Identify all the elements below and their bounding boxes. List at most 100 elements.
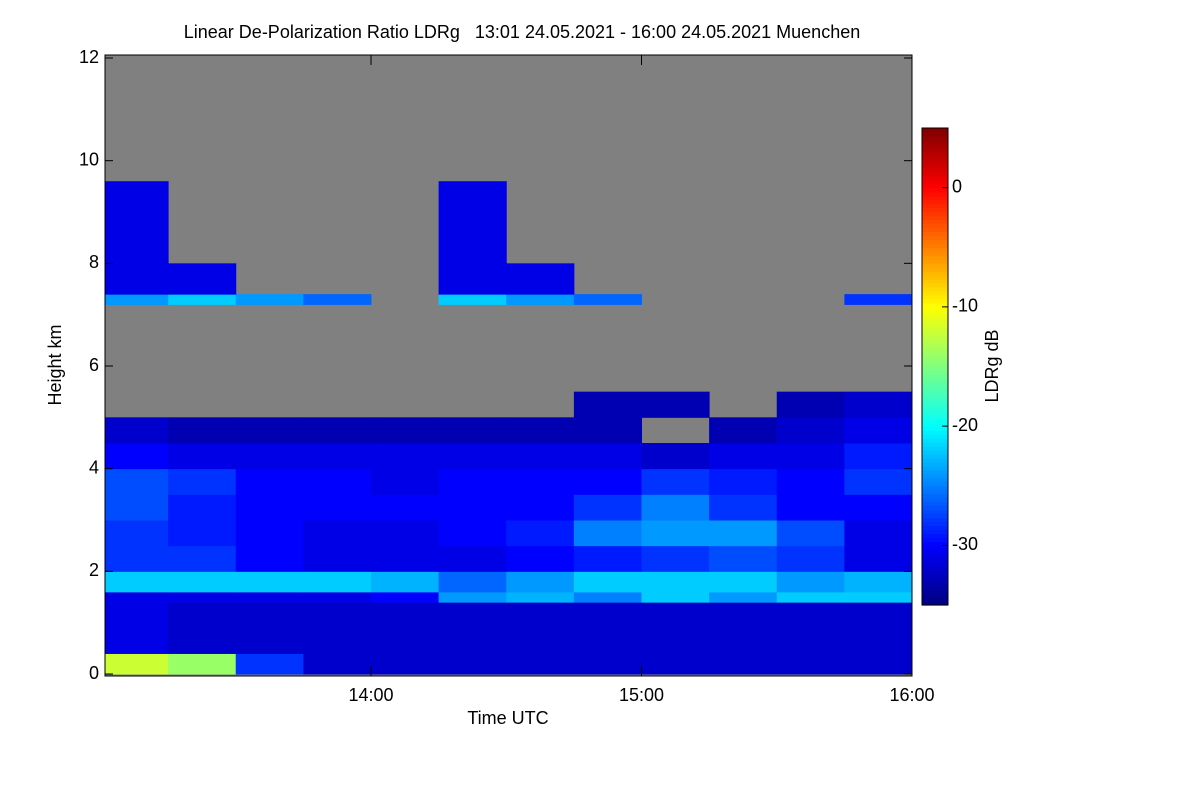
colorbar-step [922,449,948,455]
heat-cell [370,520,440,547]
colorbar-step [922,529,948,535]
heat-cell [844,520,912,547]
colorbar-step [922,533,948,539]
colorbar-step [922,585,948,590]
heat-cell [370,571,440,593]
colorbar-step [922,485,948,491]
colorbar-step [922,279,948,284]
heat-cell [303,443,372,470]
y-axis-label: Height km [45,324,65,405]
heat-cell [105,181,169,264]
colorbar-step [922,334,948,340]
heat-cell [709,494,778,521]
colorbar-step [922,338,948,344]
heat-cell [506,591,575,603]
colorbar-step [922,259,948,264]
heat-cell [573,602,642,654]
colorbar-step [922,326,948,332]
colorbar-step [922,525,948,531]
colorbar-step [922,302,948,308]
heat-cell [776,602,845,654]
colorbar-step [922,430,948,435]
colorbar-step [922,211,948,217]
colorbar-step [922,473,948,479]
colorbar-step [922,481,948,487]
heat-cell [844,417,912,444]
heat-cell [438,602,507,654]
heat-cell [844,571,912,593]
heat-cell [573,591,642,603]
heat-cell [641,391,710,418]
colorbar-step [922,203,948,209]
heat-cell [506,443,575,470]
colorbar-step [922,513,948,519]
heat-cell [506,494,575,521]
heat-cell [105,591,169,603]
heat-cell [303,653,372,675]
colorbar-step [922,163,948,169]
heat-cell [573,294,642,305]
heat-cell [438,294,507,305]
colorbar-step [922,442,948,447]
heat-cell [370,591,440,603]
colorbar-step [922,271,948,276]
colorbar-step [922,342,948,348]
heat-cell [168,571,237,593]
colorbar-step [922,362,948,368]
heat-cell [105,520,169,547]
heat-cell [168,417,237,444]
colorbar-step [922,410,948,415]
colorbar-step [922,434,948,439]
heat-cell [105,571,169,593]
colorbar-step [922,414,948,419]
heat-cell [438,494,507,521]
heat-cell [641,602,710,654]
heat-cell [105,545,169,572]
heat-cell [709,545,778,572]
heat-cell [235,294,304,305]
heat-cell [573,545,642,572]
heat-cell [235,417,304,444]
heat-cell [641,591,710,603]
heat-cell [709,591,778,603]
colorbar-tick-label: 0 [952,176,962,196]
heat-cell [641,545,710,572]
heat-cell [168,294,237,305]
heat-cell [776,545,845,572]
heat-cell [641,571,710,593]
heat-cell [438,571,507,593]
heat-cell [776,468,845,495]
colorbar-step [922,426,948,431]
colorbar-step [922,446,948,451]
heat-cell [438,545,507,572]
colorbar-step [922,493,948,499]
colorbar-step [922,418,948,423]
heat-cell [844,468,912,495]
colorbar-step [922,263,948,268]
colorbar-step [922,298,948,304]
heat-cell [168,494,237,521]
colorbar-step [922,501,948,507]
heat-cell [105,494,169,521]
heat-cell [776,443,845,470]
heat-cell [438,468,507,495]
y-tick-label: 12 [79,47,99,67]
colorbar-step [922,581,948,586]
heat-cell [844,294,912,305]
heat-cell [844,391,912,418]
x-tick-label: 16:00 [889,685,934,705]
heat-cell [438,520,507,547]
heat-cell [235,602,304,654]
heat-cell [776,520,845,547]
heat-cell [506,653,575,675]
colorbar-step [922,235,948,240]
colorbar-step [922,231,948,236]
heat-cell [506,571,575,593]
colorbar-step [922,131,948,137]
heat-cell [370,468,440,495]
colorbar-step [922,589,948,594]
colorbar-step [922,366,948,372]
y-tick-label: 8 [89,252,99,272]
y-tick-label: 4 [89,457,99,477]
colorbar-step [922,179,948,185]
